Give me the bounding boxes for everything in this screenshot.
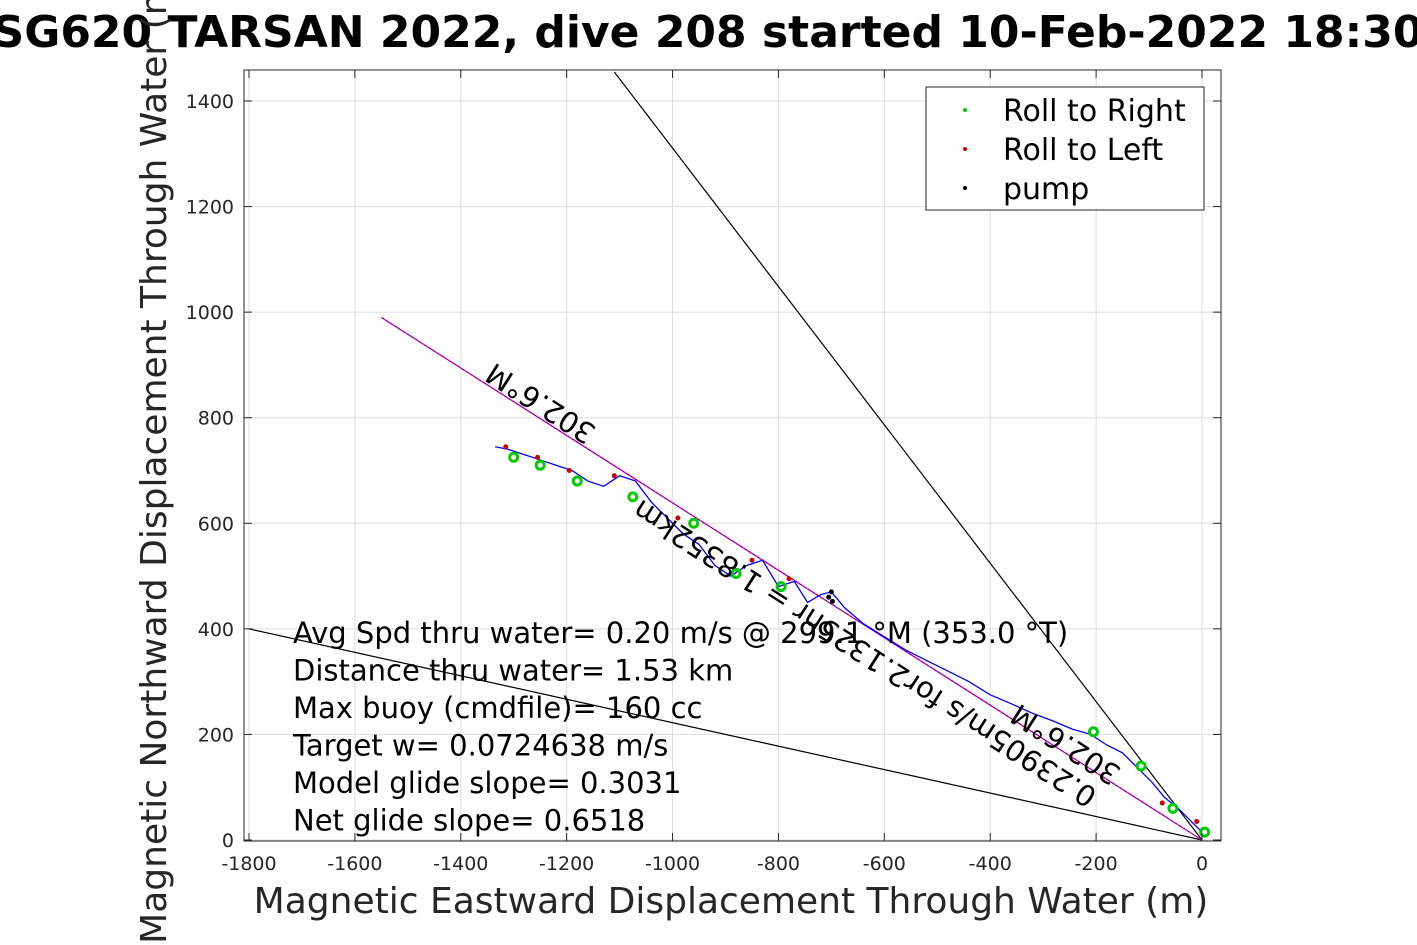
roll-left-marker bbox=[566, 468, 572, 473]
x-tick-label: -800 bbox=[757, 853, 800, 875]
y-tick-label: 1000 bbox=[186, 302, 234, 324]
x-tick-label: -600 bbox=[863, 853, 906, 875]
stats-block: Avg Spd thru water= 0.20 m/s @ 299.1 °M … bbox=[292, 616, 1068, 838]
roll-right-marker bbox=[627, 491, 639, 503]
roll-left-marker bbox=[535, 454, 541, 460]
y-tick-label: 800 bbox=[198, 408, 234, 430]
glider-track bbox=[495, 446, 1203, 833]
heading-line-overlay bbox=[381, 317, 1203, 841]
roll-right-marker bbox=[1167, 802, 1179, 814]
y-tick-label: 400 bbox=[198, 619, 234, 641]
stat-max-buoy: Max buoy (cmdfile)= 160 cc bbox=[293, 691, 702, 725]
roll-right-marker bbox=[730, 567, 742, 579]
legend-marker-roll-left bbox=[963, 147, 967, 151]
y-tick-label: 0 bbox=[222, 830, 234, 852]
roll-right-marker bbox=[534, 459, 546, 471]
x-tick-label: 0 bbox=[1196, 853, 1208, 875]
x-axis-label: Magnetic Eastward Displacement Through W… bbox=[254, 881, 1209, 922]
roll-right-marker bbox=[688, 517, 700, 529]
x-tick-label: -1000 bbox=[645, 853, 700, 875]
roll-right-marker bbox=[1087, 726, 1099, 738]
x-tick-label: -1400 bbox=[433, 853, 488, 875]
axes-box bbox=[243, 69, 1222, 842]
roll-right-marker bbox=[508, 451, 520, 463]
stat-avg-speed: Avg Spd thru water= 0.20 m/s @ 299.1 °M … bbox=[293, 616, 1068, 650]
roll-right-marker bbox=[571, 475, 583, 487]
y-tick-label: 200 bbox=[198, 724, 234, 746]
x-ticks: -1800 -1600 -1400 -1200 -1000 -800 -600 -400 -20… bbox=[221, 70, 1208, 875]
chart-title: SG620 TARSAN 2022, dive 208 started 10-F… bbox=[0, 7, 1417, 58]
roll-left-marker bbox=[749, 557, 755, 563]
track-markers bbox=[503, 444, 1211, 838]
roll-right-marker bbox=[1199, 826, 1211, 838]
x-tick-label: -400 bbox=[969, 853, 1012, 875]
stat-net-glide: Net glide slope= 0.6518 bbox=[293, 804, 645, 838]
roll-right-marker bbox=[1135, 760, 1147, 772]
roll-left-marker bbox=[1194, 819, 1200, 825]
stat-target-w: Target w= 0.0724638 m/s bbox=[292, 729, 668, 763]
pump-marker bbox=[829, 598, 835, 604]
x-tick-label: -1800 bbox=[221, 853, 276, 875]
legend-label-pump: pump bbox=[1003, 172, 1089, 207]
heading-label-far: 302.6°M bbox=[480, 356, 602, 451]
roll-left-marker bbox=[675, 515, 681, 521]
legend-label-roll-right: Roll to Right bbox=[1003, 94, 1186, 129]
y-ticks: 0 200 400 600 800 1000 1200 1400 bbox=[186, 91, 1221, 852]
roll-left-marker bbox=[611, 473, 617, 479]
roll-left-marker bbox=[503, 444, 509, 450]
x-tick-label: -200 bbox=[1075, 853, 1118, 875]
legend-box bbox=[925, 86, 1205, 211]
track-line bbox=[495, 446, 1203, 833]
roll-left-marker bbox=[786, 576, 792, 582]
legend-label-roll-left: Roll to Left bbox=[1003, 133, 1163, 168]
pump-marker bbox=[828, 589, 834, 595]
reference-lines bbox=[248, 71, 1203, 841]
legend-marker-pump bbox=[963, 186, 967, 190]
cone-line bbox=[248, 628, 1203, 841]
stat-model-glide: Model glide slope= 0.3031 bbox=[293, 766, 681, 800]
grid-lines bbox=[244, 70, 1221, 841]
y-tick-label: 1200 bbox=[186, 197, 234, 219]
roll-left-marker bbox=[1159, 800, 1165, 806]
cone-line bbox=[613, 71, 1203, 841]
y-tick-label: 1400 bbox=[186, 91, 234, 113]
roll-right-marker bbox=[775, 581, 787, 593]
pump-marker bbox=[826, 594, 832, 600]
stat-distance: Distance thru water= 1.53 km bbox=[293, 654, 733, 688]
y-tick-label: 600 bbox=[198, 513, 234, 535]
legend-marker-roll-right bbox=[963, 108, 967, 112]
x-tick-label: -1600 bbox=[327, 853, 382, 875]
y-axis-label: Magnetic Northward Displacement Through … bbox=[134, 0, 175, 944]
legend: Roll to Right Roll to Left pump bbox=[925, 86, 1205, 211]
x-tick-label: -1200 bbox=[539, 853, 594, 875]
